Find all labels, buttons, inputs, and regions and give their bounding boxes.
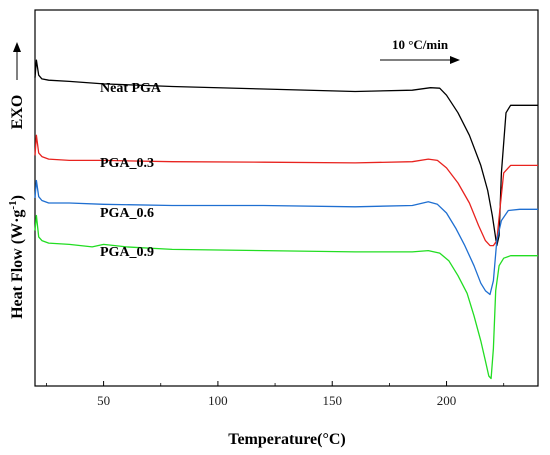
exo-indicator: EXO	[9, 42, 26, 129]
y-axis-title: Heat Flow (W·g-1)	[7, 195, 26, 319]
series-line-1	[34, 134, 538, 247]
series-lines	[34, 59, 538, 380]
series-line-0	[34, 59, 538, 247]
series-label-pga-0-3: PGA_0.3	[100, 156, 154, 171]
series-label-pga-0-9: PGA_0.9	[100, 245, 154, 260]
x-tick-label-50: 50	[97, 393, 110, 408]
series-label-pga-0-6: PGA_0.6	[100, 206, 154, 221]
plot-frame	[34, 9, 539, 387]
exo-label: EXO	[9, 95, 26, 130]
heating-rate-annotation: 10 °C/min	[380, 37, 460, 64]
y-axis-title-main: Heat Flow (W·g	[9, 210, 26, 319]
y-axis-title-text: Heat Flow (W·g-1)	[7, 195, 26, 319]
x-axis-title: Temperature(°C)	[228, 431, 345, 448]
y-axis-title-superscript: -1	[7, 200, 19, 209]
arrow-right-icon	[450, 56, 460, 64]
x-tick-label-150: 150	[322, 393, 342, 408]
x-tick-label-100: 100	[208, 393, 228, 408]
x-tick-label-200: 200	[437, 393, 457, 408]
series-line-3	[34, 214, 538, 380]
series-label-neat-pga: Neat PGA	[100, 81, 162, 96]
series-line-2	[34, 179, 538, 296]
x-axis-ticks: 50 100 150 200	[46, 381, 505, 408]
y-axis-title-close: )	[9, 195, 26, 200]
arrow-up-icon	[13, 42, 21, 52]
heating-rate-label: 10 °C/min	[392, 37, 449, 52]
